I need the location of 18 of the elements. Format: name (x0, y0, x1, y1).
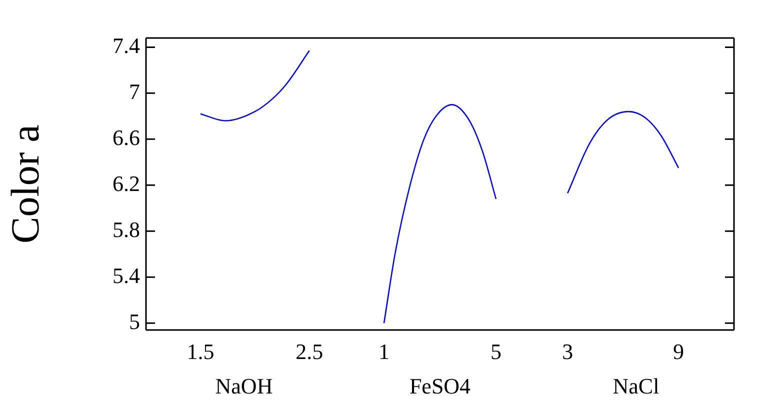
y-tick-label: 5 (129, 308, 140, 334)
x-tick-label: 1 (378, 338, 390, 364)
y-axis-title: Color a (2, 124, 48, 244)
x-axis-title: FeSO4 (409, 374, 471, 399)
y-tick-label: 7.4 (112, 32, 140, 58)
x-tick-label: 3 (562, 338, 574, 364)
x-tick-label: 9 (673, 338, 684, 364)
y-tick-label: 6.6 (112, 124, 140, 150)
y-tick-label: 6.2 (112, 170, 140, 196)
x-axis-title: NaCl (612, 374, 660, 399)
x-axis-title: NaOH (215, 374, 273, 399)
x-tick-label: 1.5 (186, 338, 214, 364)
x-tick-label: 5 (490, 338, 502, 364)
x-tick-label: 2.5 (296, 338, 324, 364)
y-tick-label: 5.8 (112, 216, 140, 242)
y-tick-label: 5.4 (112, 262, 140, 288)
line-series (200, 50, 310, 122)
y-tick-label: 7 (129, 78, 140, 104)
